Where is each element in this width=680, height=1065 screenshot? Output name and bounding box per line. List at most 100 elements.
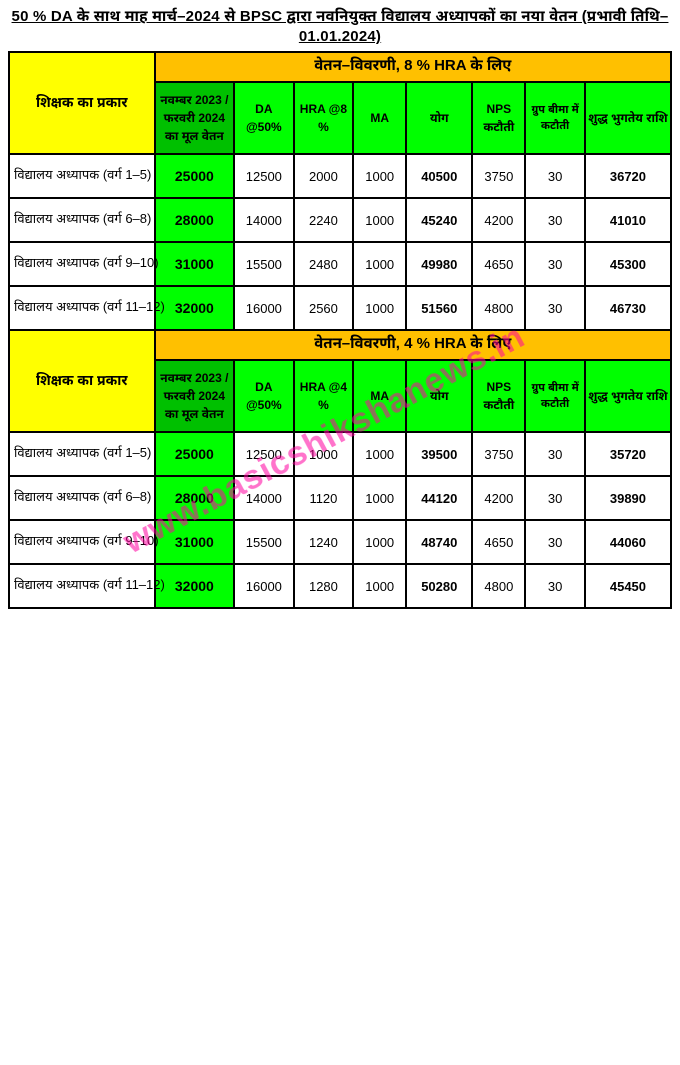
cell-da: 12500 [234, 154, 294, 198]
cell-total: 45240 [406, 198, 472, 242]
cell-net: 44060 [585, 520, 671, 564]
section-title: वेतन–विवरणी, 4 % HRA के लिए [155, 330, 671, 360]
cell-total: 50280 [406, 564, 472, 608]
cell-da: 16000 [234, 286, 294, 330]
col-gis: ग्रुप बीमा में कटौती [525, 360, 585, 432]
cell-gis: 30 [525, 564, 585, 608]
col-ma: MA [353, 82, 406, 154]
cell-net: 39890 [585, 476, 671, 520]
cell-total: 44120 [406, 476, 472, 520]
cell-ma: 1000 [353, 564, 406, 608]
cell-basic: 32000 [155, 286, 234, 330]
cell-ma: 1000 [353, 198, 406, 242]
cell-basic: 25000 [155, 154, 234, 198]
cell-total: 40500 [406, 154, 472, 198]
teacher-type-header: शिक्षक का प्रकार [9, 330, 155, 432]
table-row: विद्यालय अध्यापक (वर्ग 11–12) 32000 1600… [9, 564, 671, 608]
cell-gis: 30 [525, 520, 585, 564]
cell-gis: 30 [525, 476, 585, 520]
cell-hra: 2480 [294, 242, 354, 286]
cell-ma: 1000 [353, 520, 406, 564]
cell-gis: 30 [525, 432, 585, 476]
col-ma: MA [353, 360, 406, 432]
cell-basic: 32000 [155, 564, 234, 608]
table-row: विद्यालय अध्यापक (वर्ग 1–5) 25000 12500 … [9, 154, 671, 198]
cell-basic: 31000 [155, 520, 234, 564]
cell-da: 14000 [234, 476, 294, 520]
cell-ma: 1000 [353, 432, 406, 476]
cell-da: 15500 [234, 520, 294, 564]
cell-nps: 4800 [472, 564, 525, 608]
col-total: योग [406, 360, 472, 432]
cell-net: 46730 [585, 286, 671, 330]
cell-hra: 1240 [294, 520, 354, 564]
teacher-type-header: शिक्षक का प्रकार [9, 52, 155, 154]
row-name: विद्यालय अध्यापक (वर्ग 6–8) [9, 476, 155, 520]
col-nps: NPS कटौती [472, 360, 525, 432]
cell-nps: 4650 [472, 520, 525, 564]
cell-da: 14000 [234, 198, 294, 242]
cell-nps: 3750 [472, 154, 525, 198]
cell-ma: 1000 [353, 286, 406, 330]
cell-gis: 30 [525, 154, 585, 198]
col-basic: नवम्बर 2023 / फरवरी 2024 का मूल वेतन [155, 82, 234, 154]
col-gis: ग्रुप बीमा में कटौती [525, 82, 585, 154]
cell-net: 45450 [585, 564, 671, 608]
table-row: विद्यालय अध्यापक (वर्ग 6–8) 28000 14000 … [9, 476, 671, 520]
cell-basic: 28000 [155, 476, 234, 520]
col-net: शुद्ध भुगतेय राशि [585, 360, 671, 432]
col-da: DA @50% [234, 82, 294, 154]
row-name: विद्यालय अध्यापक (वर्ग 1–5) [9, 432, 155, 476]
cell-nps: 4800 [472, 286, 525, 330]
cell-basic: 25000 [155, 432, 234, 476]
section-title: वेतन–विवरणी, 8 % HRA के लिए [155, 52, 671, 82]
cell-hra: 1120 [294, 476, 354, 520]
row-name: विद्यालय अध्यापक (वर्ग 9–10) [9, 520, 155, 564]
cell-gis: 30 [525, 286, 585, 330]
cell-basic: 31000 [155, 242, 234, 286]
cell-hra: 1000 [294, 432, 354, 476]
col-net: शुद्ध भुगतेय राशि [585, 82, 671, 154]
cell-da: 16000 [234, 564, 294, 608]
col-basic: नवम्बर 2023 / फरवरी 2024 का मूल वेतन [155, 360, 234, 432]
col-total: योग [406, 82, 472, 154]
cell-net: 45300 [585, 242, 671, 286]
col-hra: HRA @4 % [294, 360, 354, 432]
table-row: विद्यालय अध्यापक (वर्ग 9–10) 31000 15500… [9, 242, 671, 286]
cell-total: 48740 [406, 520, 472, 564]
cell-da: 15500 [234, 242, 294, 286]
row-name: विद्यालय अध्यापक (वर्ग 9–10) [9, 242, 155, 286]
cell-nps: 3750 [472, 432, 525, 476]
cell-gis: 30 [525, 242, 585, 286]
cell-hra: 2000 [294, 154, 354, 198]
salary-table: शिक्षक का प्रकार वेतन–विवरणी, 8 % HRA के… [8, 51, 672, 609]
cell-ma: 1000 [353, 242, 406, 286]
cell-hra: 2240 [294, 198, 354, 242]
cell-hra: 2560 [294, 286, 354, 330]
table-row: विद्यालय अध्यापक (वर्ग 1–5) 25000 12500 … [9, 432, 671, 476]
cell-gis: 30 [525, 198, 585, 242]
cell-nps: 4200 [472, 476, 525, 520]
cell-nps: 4650 [472, 242, 525, 286]
cell-nps: 4200 [472, 198, 525, 242]
table-row: विद्यालय अध्यापक (वर्ग 9–10) 31000 15500… [9, 520, 671, 564]
row-name: विद्यालय अध्यापक (वर्ग 1–5) [9, 154, 155, 198]
row-name: विद्यालय अध्यापक (वर्ग 6–8) [9, 198, 155, 242]
cell-net: 35720 [585, 432, 671, 476]
cell-net: 36720 [585, 154, 671, 198]
row-name: विद्यालय अध्यापक (वर्ग 11–12) [9, 286, 155, 330]
table-row: विद्यालय अध्यापक (वर्ग 11–12) 32000 1600… [9, 286, 671, 330]
cell-ma: 1000 [353, 476, 406, 520]
cell-hra: 1280 [294, 564, 354, 608]
cell-basic: 28000 [155, 198, 234, 242]
page-title: 50 % DA के साथ माह मार्च–2024 से BPSC द्… [8, 8, 672, 45]
table-row: विद्यालय अध्यापक (वर्ग 6–8) 28000 14000 … [9, 198, 671, 242]
col-hra: HRA @8 % [294, 82, 354, 154]
col-da: DA @50% [234, 360, 294, 432]
cell-total: 39500 [406, 432, 472, 476]
cell-total: 49980 [406, 242, 472, 286]
col-nps: NPS कटौती [472, 82, 525, 154]
cell-total: 51560 [406, 286, 472, 330]
cell-net: 41010 [585, 198, 671, 242]
cell-da: 12500 [234, 432, 294, 476]
